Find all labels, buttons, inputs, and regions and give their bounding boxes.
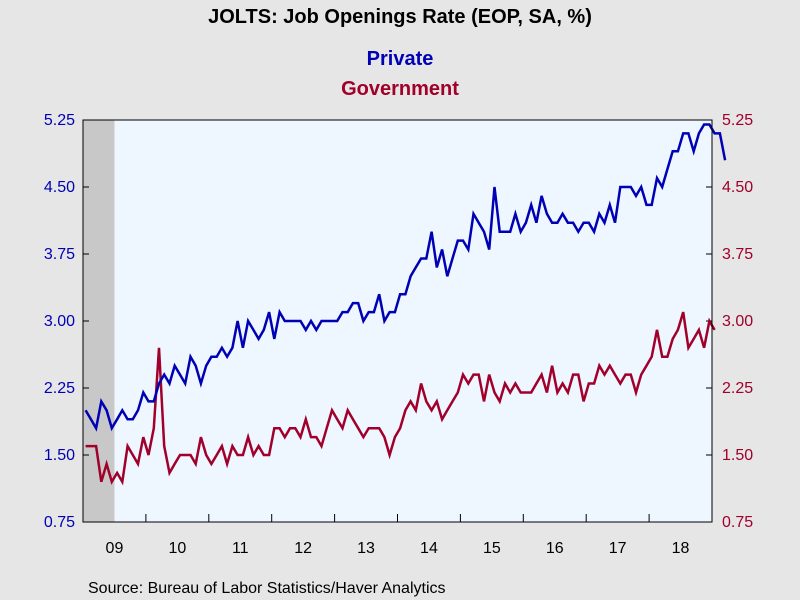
x-axis: 09 10 11 12 13 14 15 16 17 18 [106, 514, 713, 557]
right-tick-label: 5.25 [722, 112, 753, 129]
left-tick-label: 0.75 [44, 514, 75, 531]
right-tick-label: 3.00 [722, 313, 753, 330]
series-line-government [85, 311, 716, 486]
left-tick-label: 3.00 [44, 313, 75, 330]
x-tick-label: 13 [357, 540, 375, 557]
left-tick-label: 4.50 [44, 179, 75, 196]
chart-title: JOLTS: Job Openings Rate (EOP, SA, %) [208, 6, 592, 28]
series-line-private [84, 123, 727, 432]
left-tick-label: 1.50 [44, 447, 75, 464]
x-tick-label: 14 [420, 540, 438, 557]
x-tick-label: 12 [294, 540, 312, 557]
left-y-axis: 0.75 1.50 2.25 3.00 3.75 4.50 5.25 [44, 112, 89, 531]
right-tick-label: 2.25 [722, 380, 753, 397]
x-tick-label: 11 [232, 540, 249, 557]
x-tick-label: 18 [672, 540, 690, 557]
right-tick-label: 3.75 [722, 246, 753, 263]
x-tick-label: 15 [483, 540, 501, 557]
right-tick-label: 1.50 [722, 447, 753, 464]
right-tick-label: 0.75 [722, 514, 753, 531]
x-tick-label: 09 [106, 540, 124, 557]
right-tick-label: 4.50 [722, 179, 753, 196]
x-tick-label: 10 [168, 540, 186, 557]
source-note: Source: Bureau of Labor Statistics/Haver… [88, 580, 446, 597]
left-tick-label: 3.75 [44, 246, 75, 263]
x-tick-label: 16 [546, 540, 564, 557]
x-tick-label: 17 [609, 540, 627, 557]
legend-entry-private: Private [367, 48, 434, 70]
left-tick-label: 2.25 [44, 380, 75, 397]
legend-entry-government: Government [341, 78, 459, 100]
right-y-axis: 0.75 1.50 2.25 3.00 3.75 4.50 5.25 [706, 112, 753, 531]
left-tick-label: 5.25 [44, 112, 75, 129]
plot-frame [82, 119, 713, 523]
